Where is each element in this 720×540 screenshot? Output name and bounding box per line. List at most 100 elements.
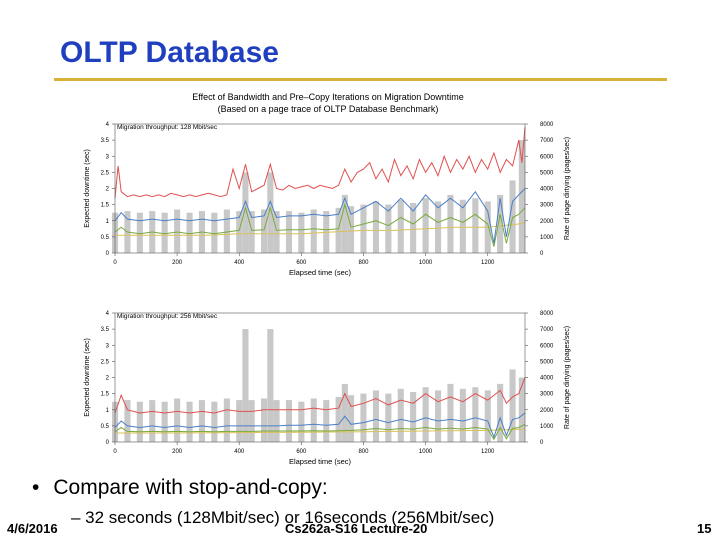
downtime-figure: Effect of Bandwidth and Pre–Copy Iterati… <box>84 92 571 466</box>
series-blue-line <box>114 188 526 244</box>
chart-panel-128mbit: 0 200 400 600 800 1000 1200 0 0.5 1 1.5 2 2.5 3 3.5 4 0 1… <box>84 122 571 277</box>
footer-course: Cs262a-S16 Lecture-20 <box>285 521 428 536</box>
series-yellow-line <box>115 428 526 434</box>
y-right-tick-label: 5000 <box>540 359 554 365</box>
x-tick-label: 600 <box>296 449 307 455</box>
dirty-rate-bar <box>447 194 454 253</box>
y-tick-label: 1.5 <box>101 203 110 209</box>
dirty-rate-bar <box>161 401 168 442</box>
series-red-line <box>114 377 526 414</box>
dirty-rate-bar <box>285 211 292 253</box>
dirty-rate-bar <box>310 398 317 442</box>
panel-label: Migration throughput: 128 Mbit/sec <box>117 124 218 131</box>
dirty-rate-bar <box>211 212 218 253</box>
y-right-tick-label: 0 <box>540 440 544 446</box>
dirty-rate-bar <box>136 212 143 253</box>
x-tick-label: 1200 <box>481 260 495 266</box>
y-tick-label: 0.5 <box>101 424 110 430</box>
bullet-dot: • <box>32 476 40 499</box>
figure-title-line1: Effect of Bandwidth and Pre–Copy Iterati… <box>192 92 463 102</box>
dirty-rate-bar <box>186 212 193 253</box>
x-tick-label: 200 <box>172 260 183 266</box>
y-right-tick-label: 5000 <box>540 170 554 176</box>
dirty-rate-bar <box>509 180 516 253</box>
dirty-rate-bar <box>422 387 429 442</box>
dirty-rate-bar <box>422 198 429 253</box>
bullet-item: • Compare with stop-and-copy: <box>32 476 328 500</box>
y-tick-label: 0.5 <box>101 235 110 241</box>
x-tick-label: 0 <box>113 260 117 266</box>
y-tick-label: 2.5 <box>101 170 110 176</box>
y-tick-label: 4 <box>106 122 110 128</box>
panel-label: Migration throughput: 256 Mbit/sec <box>117 313 218 320</box>
dirty-rate-bar <box>335 396 342 442</box>
dirty-rate-bar <box>447 383 454 442</box>
dirty-rate-bar <box>174 398 181 442</box>
x-tick-label: 400 <box>234 260 245 266</box>
dirty-rate-bar <box>298 212 305 253</box>
y-tick-label: 2.5 <box>101 359 110 365</box>
y-right-tick-label: 7000 <box>540 138 554 144</box>
dirty-rate-bar <box>285 400 292 442</box>
x-tick-label: 800 <box>358 449 369 455</box>
series-red-line <box>114 127 526 199</box>
y-tick-label: 2 <box>106 376 110 382</box>
y-axis-label: Expected downtime (sec) <box>84 149 91 228</box>
dirty-rate-bar <box>124 400 131 442</box>
dirty-rate-bar <box>223 209 230 253</box>
y-tick-label: 3.5 <box>101 327 110 333</box>
y-tick-label: 4 <box>106 311 110 317</box>
dirty-rate-bar <box>136 401 143 442</box>
y-right-tick-label: 0 <box>540 251 544 257</box>
dirty-rate-bar <box>236 400 243 442</box>
dirty-rate-bar <box>248 211 255 253</box>
chart-panel-256mbit: 0 200 400 600 800 1000 1200 0 0.5 1 1.5 2 2.5 3 3.5 4 0 1… <box>84 311 571 466</box>
y-tick-label: 3 <box>106 343 110 349</box>
dirty-rate-bar <box>261 209 268 253</box>
y-right-tick-label: 8000 <box>540 311 554 317</box>
x-tick-label: 800 <box>358 260 369 266</box>
dirty-rate-bar <box>435 390 442 442</box>
y-right-tick-label: 3000 <box>540 203 554 209</box>
dirty-rate-bar <box>385 204 392 253</box>
y-right-tick-label: 2000 <box>540 408 554 414</box>
series-blue-line <box>114 412 526 439</box>
figure-title-line2: (Based on a page trace of OLTP Database … <box>218 104 439 114</box>
x-tick-label: 1200 <box>481 449 495 455</box>
dirty-rate-bar <box>261 398 268 442</box>
y-right-tick-label: 6000 <box>540 154 554 160</box>
dirty-rate-bar <box>341 383 348 442</box>
dirty-rate-bar <box>497 194 504 253</box>
dirty-rate-bar <box>509 369 516 442</box>
dirty-rate-bar <box>335 207 342 253</box>
y-tick-label: 0 <box>106 440 110 446</box>
dirty-rate-bar <box>410 392 417 442</box>
x-tick-label: 600 <box>296 260 307 266</box>
dirty-rate-bar <box>149 400 156 442</box>
y-right-tick-label: 6000 <box>540 343 554 349</box>
dirty-rate-bar <box>360 204 367 253</box>
x-tick-label: 400 <box>234 449 245 455</box>
x-tick-label: 200 <box>172 449 183 455</box>
dirty-rate-bar <box>273 400 280 442</box>
dirty-rate-bar <box>242 329 249 442</box>
dirty-rate-bar <box>385 393 392 442</box>
y-right-tick-label: 7000 <box>540 327 554 333</box>
x-axis-label: Elapsed time (sec) <box>289 457 352 466</box>
dirty-rate-bar <box>341 194 348 253</box>
x-tick-label: 0 <box>113 449 117 455</box>
y-tick-label: 1.5 <box>101 392 110 398</box>
y-right-axis-label: Rate of page dirtying (pages/sec) <box>564 326 571 429</box>
dirty-rate-bar <box>161 212 168 253</box>
y-tick-label: 2 <box>106 187 110 193</box>
dirty-rate-bar <box>518 377 525 442</box>
x-tick-label: 1000 <box>419 449 433 455</box>
dirty-rate-bar <box>459 199 466 253</box>
dirty-rate-bar <box>484 390 491 442</box>
dirty-rate-bar <box>397 199 404 253</box>
dirty-rate-bar <box>472 198 479 253</box>
title-divider <box>54 78 667 81</box>
y-tick-label: 3 <box>106 154 110 160</box>
dirty-rate-bar <box>372 201 379 253</box>
dirty-rate-bar <box>459 388 466 442</box>
